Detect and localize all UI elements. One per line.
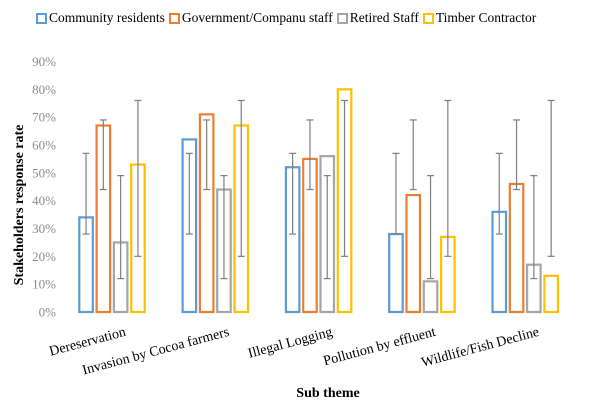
bar-timber-contractor-4 [543,274,560,314]
error-bar [237,99,245,257]
legend-item-government-staff: Government/Companu staff [168,10,333,26]
y-tick-label: 50% [32,165,56,180]
error-bar [99,119,107,191]
y-tick-label: 30% [32,221,56,236]
legend-item-community-residents: Community residents [36,10,165,26]
x-category-label: Pollution by effluent [322,325,438,369]
bar-community-residents-3 [388,232,404,314]
y-tick-label: 10% [32,277,56,292]
bar-timber-contractor-2 [336,88,353,314]
y-tick-label: 40% [32,193,56,208]
x-category-label: Illegal Logging [247,325,335,362]
y-tick-label: 60% [32,138,56,153]
error-bar [409,119,417,191]
legend-swatch-retired-staff [336,12,348,24]
error-bar [495,152,503,235]
y-tick-label: 0% [39,305,57,320]
y-tick-label: 90% [32,54,56,69]
error-bar [185,152,193,235]
bar-retired-staff-3 [422,280,439,314]
y-tick-label: 70% [32,110,56,125]
legend-swatch-community-residents [36,12,47,24]
legend-label: Retired Staff [349,10,419,25]
legend-item-retired-staff: Retired Staff [336,10,419,26]
legend-swatch-timber-contractor [422,12,434,24]
x-axis-title: Sub theme [296,386,359,401]
error-bar [547,99,555,257]
error-bar [220,175,228,280]
bar-community-residents-1 [181,138,198,314]
error-bar [306,119,314,191]
error-bar [117,175,125,280]
legend-label: Timber Contractor [435,10,537,25]
error-bar [323,175,331,280]
bar-government-companu-staff-3 [405,194,422,314]
y-tick-label: 20% [32,249,56,264]
chart-legend: Community residents Government/Companu s… [36,10,540,26]
error-bar [341,99,349,257]
y-axis-ticks: 0% 10% 20% 30% 40% 50% 60% 70% 80% 90% [32,54,56,320]
error-bar [427,175,435,280]
legend-label: Government/Companu staff [181,10,333,25]
legend-swatch-government-staff [168,12,180,24]
error-bar [392,152,400,235]
x-category-label: Wildlife/Fish Decline [420,325,541,371]
error-bar [444,99,452,257]
error-bar [82,152,90,235]
error-bar [289,152,297,235]
y-axis-title: Stakeholders response rate [12,125,27,286]
error-bars [82,99,555,280]
bars [78,88,560,314]
legend-item-timber-contractor: Timber Contractor [422,10,537,26]
bar-retired-staff-2 [319,155,336,314]
error-bar [203,119,211,191]
bar-government-companu-staff-4 [508,182,525,314]
error-bar [134,99,142,257]
bar-government-companu-staff-1 [198,113,215,314]
error-bar [513,119,521,191]
error-bar [530,175,538,280]
legend-label: Community residents [49,10,165,25]
y-tick-label: 80% [32,82,56,97]
